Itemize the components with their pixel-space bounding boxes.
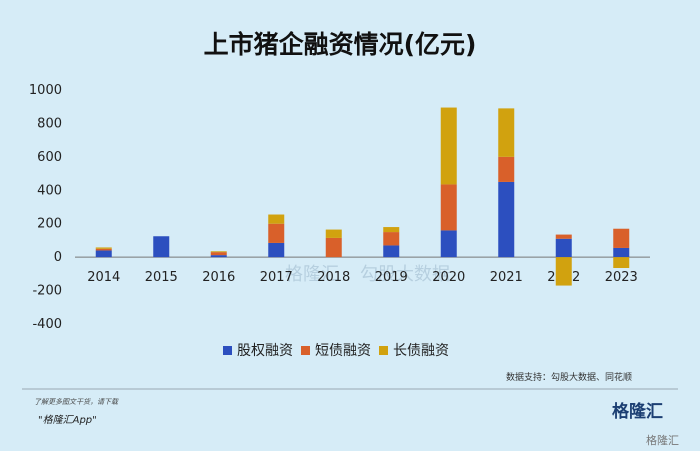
legend-label: 长债融资: [393, 343, 449, 359]
watermark-text-2: 勾股大数据: [360, 264, 450, 285]
legend: 股权融资 短债融资 长债融资: [223, 343, 449, 359]
x-tick-label: 2019: [375, 270, 408, 285]
bar-segment: [268, 242, 285, 258]
x-tick-label: 2017: [260, 270, 293, 285]
bar-segment: [383, 245, 400, 258]
bar-segment: [555, 257, 572, 286]
x-tick-label: 2014: [87, 270, 120, 285]
y-tick-label: 800: [37, 116, 62, 131]
bar-segment: [210, 251, 227, 253]
chart-title: 上市猪企融资情况(亿元): [204, 30, 477, 59]
legend-swatch: [223, 346, 232, 355]
brand-logo: 格隆汇: [612, 402, 663, 422]
y-tick-label: 0: [54, 250, 62, 265]
app-name: "格隆汇App": [38, 415, 97, 426]
bar-segment: [440, 230, 457, 258]
y-tick-label: 600: [37, 150, 62, 165]
bar-segment: [210, 252, 227, 256]
source-note: 数据支持：勾股大数据、同花顺: [506, 371, 632, 383]
corner-watermark: 格隆汇: [646, 434, 679, 447]
legend-swatch: [301, 346, 310, 355]
legend-label: 股权融资: [237, 343, 293, 359]
bar-segment: [498, 181, 515, 258]
watermarks: 格隆汇 勾股大数据: [285, 264, 450, 285]
x-tick-label: 2018: [317, 270, 350, 285]
x-tick-label: 2023: [605, 270, 638, 285]
bar-segment: [268, 223, 285, 243]
x-tick-label: 2015: [145, 270, 178, 285]
bars-layer: [95, 107, 630, 286]
bar-segment: [555, 234, 572, 239]
x-tick-label: 2020: [432, 270, 465, 285]
bar-segment: [613, 228, 630, 248]
bar-segment: [498, 156, 515, 182]
bar-segment: [210, 255, 227, 258]
bar-segment: [325, 237, 342, 258]
bar-segment: [440, 107, 457, 185]
y-tick-label: -400: [32, 317, 62, 332]
x-tick-label: 2016: [202, 270, 235, 285]
bar-segment: [153, 236, 170, 258]
axis-layer: -400 -200 0 200 400 600 800 1000 2014 2015 2016 201…: [29, 83, 650, 332]
bar-segment: [613, 247, 630, 258]
bar-segment: [498, 108, 515, 157]
y-tick-label: 400: [37, 183, 62, 198]
bar-segment: [383, 227, 400, 233]
y-tick-label: -200: [32, 284, 62, 299]
bar-segment: [325, 229, 342, 238]
bar-segment: [383, 232, 400, 246]
bar-segment: [95, 247, 112, 249]
legend-swatch: [379, 346, 388, 355]
y-tick-label: 1000: [29, 83, 62, 98]
download-note: 了解更多图文干货，请下载: [34, 398, 118, 406]
bar-segment: [95, 250, 112, 258]
y-tick-label: 200: [37, 217, 62, 232]
bar-segment: [95, 248, 112, 251]
bar-segment: [440, 184, 457, 231]
bar-segment: [555, 238, 572, 258]
x-tick-label: 2021: [490, 270, 523, 285]
bar-segment: [613, 257, 630, 269]
bar-segment: [268, 214, 285, 224]
watermark-text-1: 格隆汇: [285, 264, 339, 285]
legend-label: 短债融资: [315, 343, 371, 359]
